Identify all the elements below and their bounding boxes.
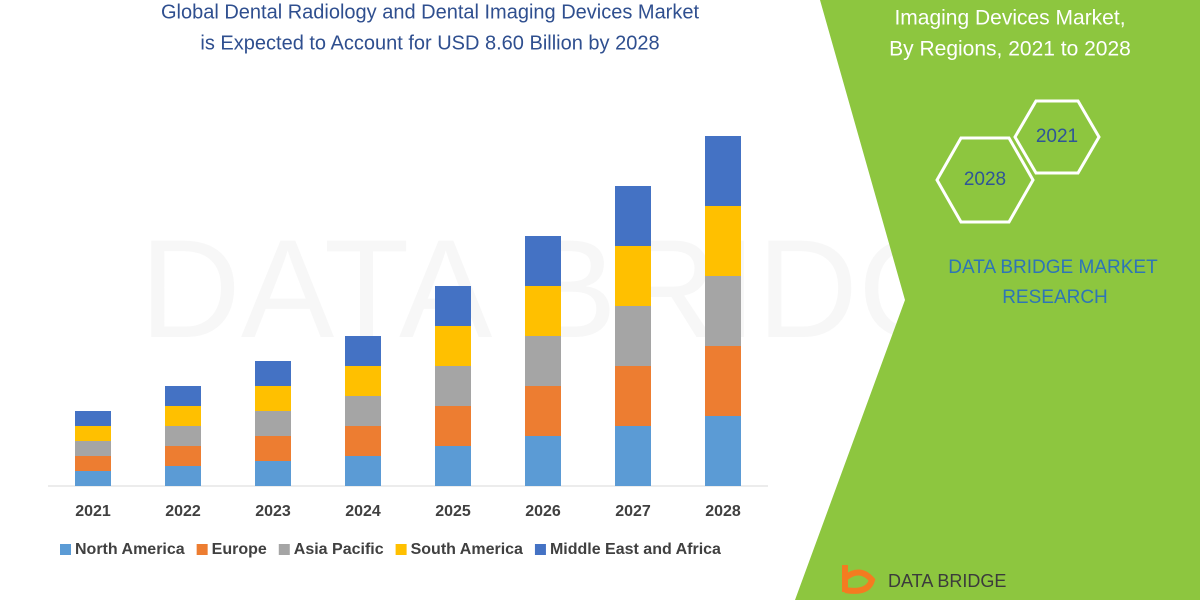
side-panel bbox=[795, 0, 1200, 600]
bar-segment bbox=[525, 236, 561, 286]
bar-segment bbox=[75, 441, 111, 456]
brand-text: RESEARCH bbox=[1002, 287, 1108, 308]
x-tick-label: 2027 bbox=[615, 503, 651, 520]
bar-segment bbox=[345, 396, 381, 426]
legend-label: North America bbox=[75, 541, 185, 558]
bar-segment bbox=[615, 306, 651, 366]
legend-swatch bbox=[278, 544, 290, 555]
bar-segment bbox=[75, 426, 111, 441]
legend-label: Europe bbox=[212, 541, 267, 558]
x-tick-label: 2021 bbox=[75, 503, 111, 520]
legend-label: Asia Pacific bbox=[294, 541, 384, 558]
legend-swatch bbox=[60, 544, 71, 555]
bar-segment bbox=[705, 346, 741, 416]
bar-segment bbox=[255, 436, 291, 461]
legend-swatch bbox=[534, 544, 546, 555]
bar-segment bbox=[525, 286, 561, 336]
bar-segment bbox=[525, 336, 561, 386]
bar-segment bbox=[435, 366, 471, 406]
bar-segment bbox=[525, 386, 561, 436]
hexagon bbox=[935, 136, 1035, 224]
chart-title: is Expected to Account for USD 8.60 Bill… bbox=[200, 32, 659, 54]
bar-segment bbox=[615, 246, 651, 306]
bar-segment bbox=[615, 426, 651, 486]
bar-segment bbox=[255, 461, 291, 486]
bar-segment bbox=[615, 366, 651, 426]
hexagon bbox=[1013, 99, 1101, 175]
x-tick-label: 2026 bbox=[525, 503, 561, 520]
logo-icon bbox=[842, 565, 876, 594]
bar-segment bbox=[345, 336, 381, 366]
bar-segment bbox=[435, 326, 471, 366]
bar-segment bbox=[255, 361, 291, 386]
bar-segment bbox=[165, 466, 201, 486]
legend-label: Middle East and Africa bbox=[550, 541, 721, 558]
bar-segment bbox=[435, 406, 471, 446]
x-tick-label: 2023 bbox=[255, 503, 291, 520]
bar-segment bbox=[615, 186, 651, 246]
bar-segment bbox=[525, 436, 561, 486]
bar-segment bbox=[165, 426, 201, 446]
legend-swatch bbox=[196, 544, 208, 555]
panel-heading: By Regions, 2021 to 2028 bbox=[889, 38, 1131, 61]
bar-segment bbox=[345, 426, 381, 456]
bar-segment bbox=[255, 386, 291, 411]
x-tick-label: 2024 bbox=[345, 503, 381, 520]
bar-segment bbox=[435, 446, 471, 486]
bar-segment bbox=[345, 366, 381, 396]
bar-segment bbox=[705, 276, 741, 346]
panel-heading: Imaging Devices Market, bbox=[894, 7, 1125, 30]
bar-segment bbox=[255, 411, 291, 436]
bar-segment bbox=[705, 416, 741, 486]
legend-swatch bbox=[395, 544, 407, 555]
brand-text: DATA BRIDGE MARKET bbox=[948, 257, 1158, 278]
bar-segment bbox=[435, 286, 471, 326]
x-tick-label: 2028 bbox=[705, 503, 741, 520]
bar-segment bbox=[165, 406, 201, 426]
bar-segment bbox=[345, 456, 381, 486]
bar-segment bbox=[75, 471, 111, 486]
x-tick-label: 2022 bbox=[165, 503, 201, 520]
bar-segment bbox=[705, 206, 741, 276]
bar-segment bbox=[165, 386, 201, 406]
bar-segment bbox=[75, 456, 111, 471]
bar-segment bbox=[75, 411, 111, 426]
x-tick-label: 2025 bbox=[435, 503, 471, 520]
bar-segment bbox=[705, 136, 741, 206]
hexagon-label: 2021 bbox=[1036, 126, 1078, 147]
legend-label: South America bbox=[411, 541, 523, 558]
bar-segment bbox=[165, 446, 201, 466]
chart-title: Global Dental Radiology and Dental Imagi… bbox=[161, 1, 700, 23]
logo-text: DATA BRIDGE bbox=[888, 571, 1006, 591]
hexagon-label: 2028 bbox=[964, 169, 1006, 190]
